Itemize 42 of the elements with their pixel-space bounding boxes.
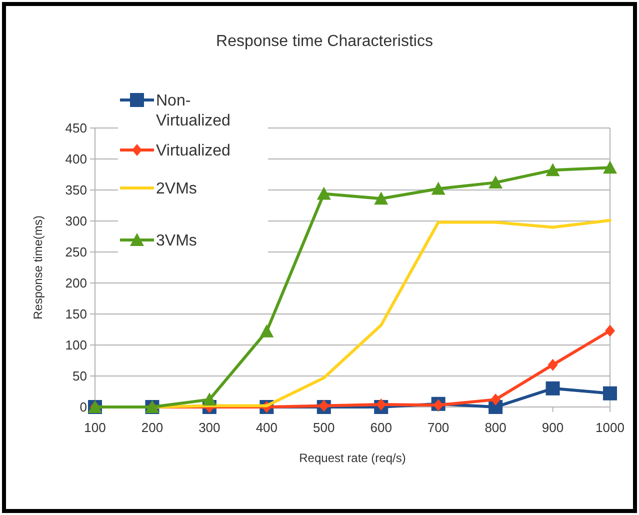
y-tick-label: 350 <box>65 182 87 198</box>
x-tick-label: 1000 <box>596 420 624 435</box>
point <box>603 386 617 400</box>
point <box>433 399 444 412</box>
x-tick-label: 600 <box>370 420 392 435</box>
y-tick-label: 400 <box>65 152 87 167</box>
y-tick-label: 450 <box>65 120 87 136</box>
x-tick-label: 100 <box>84 420 106 435</box>
y-tick-label: 300 <box>65 214 87 229</box>
point <box>488 176 503 189</box>
x-tick-label: 400 <box>256 420 278 435</box>
point <box>548 358 558 371</box>
y-tick-label: 0 <box>80 400 87 415</box>
y-tick-label: 200 <box>65 276 87 291</box>
x-axis-title: Request rate (req/s) <box>299 451 406 465</box>
x-tick-label: 800 <box>484 420 506 435</box>
point <box>260 324 274 338</box>
y-tick-label: 250 <box>65 244 87 260</box>
y-tick-label: 150 <box>65 306 87 322</box>
point <box>431 182 446 195</box>
legend-label: 2VMs <box>156 180 197 198</box>
point <box>202 392 216 406</box>
y-axis-title: Response time(ms) <box>31 215 45 320</box>
point <box>603 160 617 174</box>
x-tick-label: 700 <box>427 420 450 435</box>
legend-label: Non-Virtualized <box>156 92 230 130</box>
x-tick-label: 900 <box>542 420 564 435</box>
point <box>546 163 560 176</box>
point <box>316 186 331 200</box>
x-tick-label: 300 <box>198 420 220 435</box>
y-tick-label: 50 <box>72 368 87 384</box>
chart-title: Response time Characteristics <box>216 33 433 50</box>
legend-label: Virtualized <box>156 142 230 160</box>
legend-label: 3VMs <box>156 232 197 250</box>
point <box>376 398 386 411</box>
point <box>605 324 615 337</box>
x-tick-label: 500 <box>313 420 335 435</box>
point <box>490 394 501 406</box>
y-tick-label: 100 <box>65 338 87 353</box>
point <box>374 192 388 205</box>
point <box>546 381 560 396</box>
x-tick-label: 200 <box>141 420 164 435</box>
